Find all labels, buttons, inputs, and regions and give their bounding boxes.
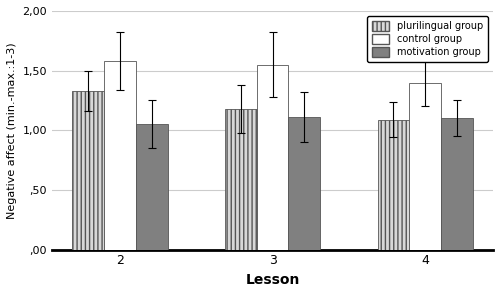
Bar bbox=[72, 91, 104, 250]
Y-axis label: Negative affect (min.-max.:1-3): Negative affect (min.-max.:1-3) bbox=[7, 42, 17, 219]
Bar bbox=[410, 83, 441, 250]
Bar bbox=[288, 117, 320, 250]
Bar bbox=[256, 65, 288, 250]
Bar bbox=[378, 120, 410, 250]
Bar bbox=[441, 118, 473, 250]
Bar bbox=[104, 61, 136, 250]
Legend: plurilingual group, control group, motivation group: plurilingual group, control group, motiv… bbox=[367, 16, 488, 62]
X-axis label: Lesson: Lesson bbox=[246, 273, 300, 287]
Bar bbox=[136, 124, 168, 250]
Bar bbox=[225, 109, 256, 250]
